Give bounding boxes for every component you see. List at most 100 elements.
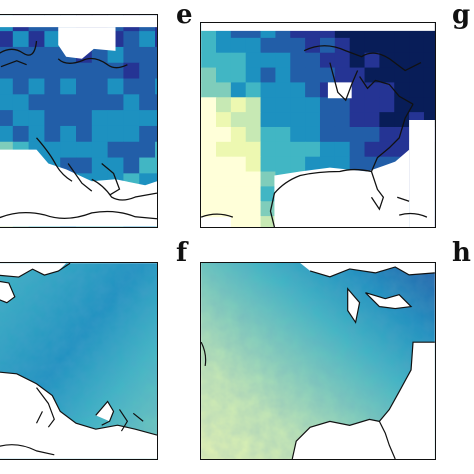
grid-cell [76, 62, 93, 80]
grid-cell [12, 46, 30, 64]
europe-coarse-coastline [0, 40, 157, 220]
grid-cell [44, 31, 61, 48]
grid-cell [216, 201, 232, 217]
grid-cell [423, 82, 435, 98]
grid-cell [394, 97, 410, 113]
grid-cell [12, 31, 30, 48]
grid-cell [139, 62, 156, 80]
panel-label-g: g [452, 0, 471, 30]
grid-cell [409, 37, 425, 54]
grid-cell [60, 125, 77, 143]
grid-cell [216, 52, 232, 69]
grid-cell [107, 62, 124, 80]
grid-cell [423, 97, 435, 113]
grid-cell [305, 52, 321, 69]
europe-coarse-map [0, 15, 157, 227]
grid-cell [275, 126, 291, 143]
grid-cell [76, 125, 93, 143]
grid-cell [334, 126, 351, 143]
grid-cell [260, 126, 276, 143]
grid-cell [245, 52, 262, 69]
grid-cell [349, 97, 366, 113]
grid-cell [216, 97, 232, 113]
grid-cell [394, 67, 410, 83]
grid-cell [364, 52, 380, 69]
grid-cell [409, 52, 425, 69]
grid-cell [76, 110, 93, 127]
grid-cell [107, 46, 124, 64]
panel-label-f: f [176, 238, 188, 268]
grid-cell [230, 216, 247, 227]
grid-cell [260, 216, 276, 227]
grid-cell [245, 37, 262, 54]
grid-cell [12, 110, 30, 127]
grid-cell [44, 62, 61, 80]
grid-cell [216, 141, 232, 158]
grid-cell [230, 141, 247, 158]
map-panel-usa-fine [200, 262, 436, 460]
grid-cell [139, 46, 156, 64]
grid-cell [349, 126, 366, 143]
grid-cell [123, 46, 140, 64]
grid-cell [260, 97, 276, 113]
grid-cell [319, 97, 336, 113]
grid-cell [44, 46, 61, 64]
grid-cell [230, 156, 247, 173]
grid-cell [60, 141, 77, 159]
grid-cell [290, 141, 306, 158]
grid-cell [155, 125, 157, 143]
grid-cell [260, 82, 276, 98]
grid-cell [305, 97, 321, 113]
grid-cell [60, 110, 77, 127]
grid-cell [123, 78, 140, 95]
grid-cell [201, 52, 217, 69]
grid-cell [334, 112, 351, 128]
grid-cell [423, 37, 435, 54]
grid-cell [423, 52, 435, 69]
grid-cell [394, 37, 410, 54]
grid-cell [107, 157, 124, 174]
grid-cell [423, 112, 435, 128]
grid-cell [349, 82, 366, 98]
grid-cell [155, 78, 157, 95]
grid-cell [12, 62, 30, 80]
grid-cell [76, 141, 93, 159]
grid-cell [155, 46, 157, 64]
grid-cell [201, 82, 217, 98]
grid-cell [155, 62, 157, 80]
grid-cell [44, 94, 61, 111]
grid-cell [245, 156, 262, 173]
grid-cell [0, 94, 14, 111]
grid-cell [245, 97, 262, 113]
grid-cell [349, 112, 366, 128]
grid-cell [349, 141, 366, 158]
grid-cell [379, 126, 395, 143]
grid-cell [290, 82, 306, 98]
grid-cell [201, 171, 217, 187]
grid-cell [139, 141, 156, 159]
grid-cell [379, 97, 395, 113]
grid-cell [305, 82, 321, 98]
grid-cell [155, 94, 157, 111]
grid-cell [91, 94, 109, 111]
grid-cell [201, 112, 217, 128]
usa-fine-coastline [201, 266, 435, 459]
grid-cell [0, 31, 14, 48]
grid-cell [290, 156, 306, 173]
grid-cell [60, 62, 77, 80]
grid-cell [28, 125, 45, 143]
grid-cell [245, 216, 262, 227]
grid-cell [275, 156, 291, 173]
map-panel-usa-coarse [200, 22, 436, 228]
grid-cell [123, 62, 140, 80]
grid-cell [139, 94, 156, 111]
grid-cell [349, 37, 366, 54]
grid-cell [91, 157, 109, 174]
grid-cell [275, 141, 291, 158]
grid-cell [216, 186, 232, 202]
grid-cell [364, 112, 380, 128]
grid-cell [364, 82, 380, 98]
grid-cell [107, 78, 124, 95]
grid-cell [275, 82, 291, 98]
grid-cell [260, 156, 276, 173]
